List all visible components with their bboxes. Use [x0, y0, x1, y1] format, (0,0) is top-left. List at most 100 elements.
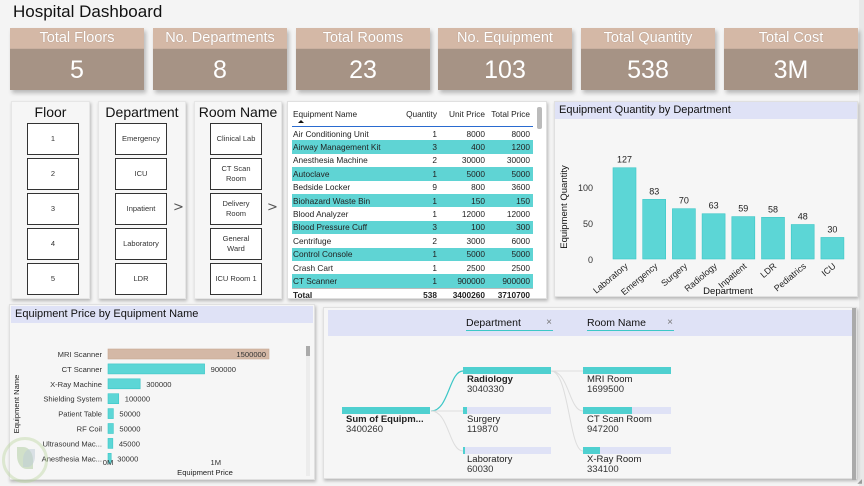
table-cell: 5000: [466, 249, 485, 260]
slicer-item[interactable]: General Ward: [210, 228, 262, 260]
floor-slicer: Floor 1 2 3 4 5: [11, 101, 90, 299]
total-cell: Total: [293, 290, 313, 301]
bar[interactable]: [790, 224, 815, 260]
slicer-item[interactable]: ICU: [115, 158, 167, 190]
tree-node[interactable]: Laboratory 60030: [463, 447, 551, 475]
close-icon[interactable]: ×: [667, 317, 673, 328]
kpi-label: No. Equipment: [438, 28, 572, 48]
tree-node[interactable]: CT Scan Room 947200: [583, 407, 671, 435]
table-row[interactable]: Blood Pressure Cuff 3 100 300: [292, 220, 533, 235]
category-label: MRI Scanner: [58, 350, 103, 359]
column-header[interactable]: Total Price: [491, 109, 530, 119]
node-label: Sum of Equipm...: [346, 414, 424, 425]
decomposition-header: Department × Room Name ×: [328, 310, 852, 336]
chevron-right-icon[interactable]: >: [173, 200, 184, 215]
scrollbar-track[interactable]: [306, 356, 310, 476]
level-header-department[interactable]: Department ×: [466, 317, 553, 331]
table-row[interactable]: Bedside Locker 9 800 3600: [292, 181, 533, 194]
table-row[interactable]: CT Scanner 1 900000 900000: [292, 274, 533, 288]
table-row[interactable]: Control Console 1 5000 5000: [292, 247, 533, 261]
bar[interactable]: [107, 453, 112, 464]
slicer-item[interactable]: 3: [27, 193, 79, 225]
slicer-item[interactable]: Laboratory: [115, 228, 167, 260]
tree-node[interactable]: X-Ray Room 334100: [583, 447, 671, 475]
table-cell: 8000: [466, 128, 485, 139]
bar[interactable]: [820, 237, 845, 260]
slicer-item[interactable]: 4: [27, 228, 79, 260]
bar[interactable]: [672, 208, 696, 260]
table-cell: 9: [432, 182, 437, 193]
category-label: Ultrasound Mac...: [42, 439, 102, 448]
node-bar-fill: [342, 407, 430, 414]
table-cell: 5000: [466, 168, 485, 179]
bar[interactable]: [107, 363, 205, 375]
room-name-slicer: Room Name Clinical Lab CT Scan Room Deli…: [194, 101, 282, 299]
close-icon[interactable]: ×: [546, 317, 552, 328]
table-row[interactable]: Air Conditioning Unit 1 8000 8000: [292, 127, 533, 140]
category-label: X-Ray Machine: [50, 380, 102, 389]
slicer-item[interactable]: LDR: [115, 263, 167, 295]
bar[interactable]: [731, 216, 756, 260]
scrollbar[interactable]: [852, 308, 856, 480]
bar[interactable]: [107, 393, 120, 404]
x-tick-label: ICU: [820, 261, 838, 278]
slicer-item[interactable]: 2: [27, 158, 79, 190]
level-label: Room Name: [587, 317, 646, 329]
table-cell: 900000: [502, 275, 530, 286]
tree-node[interactable]: Radiology 3040330: [463, 367, 551, 395]
table-row[interactable]: Centrifuge 2 3000 6000: [292, 234, 533, 247]
table-cell: 2: [432, 155, 437, 166]
node-bar-fill: [463, 447, 466, 454]
chevron-right-icon[interactable]: >: [267, 200, 278, 215]
table-cell: 3000: [466, 235, 485, 246]
node-label: CT Scan Room: [587, 414, 652, 425]
price-bar-chart-svg: MRI Scanner 1500000 CT Scanner 900000 X-Ray …: [12, 346, 310, 477]
column-header[interactable]: Quantity: [406, 109, 437, 119]
column-header[interactable]: Equipment Name: [293, 109, 358, 119]
tree-link: [550, 370, 584, 452]
bar[interactable]: [642, 199, 666, 260]
slicer-item[interactable]: CT Scan Room: [210, 158, 262, 190]
table-row[interactable]: Crash Cart 1 2500 2500: [292, 261, 533, 274]
level-header-room-name[interactable]: Room Name ×: [587, 317, 674, 331]
table-cell: 12000: [461, 209, 485, 220]
department-slicer: Department Emergency ICU Inpatient Labor…: [98, 101, 186, 299]
slicer-item[interactable]: Inpatient: [115, 193, 167, 225]
bar[interactable]: [701, 213, 726, 260]
tree-node[interactable]: Surgery 119870: [463, 407, 551, 435]
column-header[interactable]: Unit Price: [449, 109, 485, 119]
table-row[interactable]: Biohazard Waste Bin 1 150 150: [292, 193, 533, 208]
tree-node[interactable]: Sum of Equipm... 3400260: [342, 407, 430, 435]
table-cell: 30000: [506, 155, 530, 166]
bar[interactable]: [107, 423, 114, 434]
bar[interactable]: [761, 217, 785, 260]
bar[interactable]: [107, 348, 270, 360]
table-row[interactable]: Anesthesia Machine 2 30000 30000: [292, 154, 533, 167]
table-scrollbar[interactable]: [537, 107, 542, 129]
table-cell: 5000: [511, 168, 530, 179]
node-value: 3040330: [467, 384, 504, 395]
slicer-item[interactable]: ICU Room 1: [210, 263, 262, 295]
slicer-item[interactable]: 1: [27, 123, 79, 155]
table-row[interactable]: Autoclave 1 5000 5000: [292, 167, 533, 181]
kpi-value: 103: [438, 48, 572, 90]
slicer-item[interactable]: 5: [27, 263, 79, 295]
total-cell: 3710700: [497, 290, 530, 301]
slicer-item[interactable]: Emergency: [115, 123, 167, 155]
bar[interactable]: [107, 378, 141, 390]
bar[interactable]: [107, 438, 114, 449]
kpi-total-floors: Total Floors 5: [10, 28, 144, 90]
tree-node[interactable]: MRI Room 1699500: [583, 367, 671, 395]
slicer-item[interactable]: Delivery Room: [210, 193, 262, 225]
bar[interactable]: [612, 167, 637, 260]
bar[interactable]: [107, 408, 114, 419]
table-cell: 1: [432, 262, 437, 273]
table-cell: 1: [432, 275, 437, 286]
slicer-item[interactable]: Clinical Lab: [210, 123, 262, 155]
scrollbar-thumb[interactable]: [306, 346, 310, 356]
node-bar-track: [583, 407, 671, 414]
table-cell: 6000: [511, 235, 530, 246]
table-row[interactable]: Airway Management Kit 3 400 1200: [292, 140, 533, 154]
node-label: MRI Room: [587, 374, 633, 385]
table-row[interactable]: Blood Analyzer 1 12000 12000: [292, 207, 533, 220]
